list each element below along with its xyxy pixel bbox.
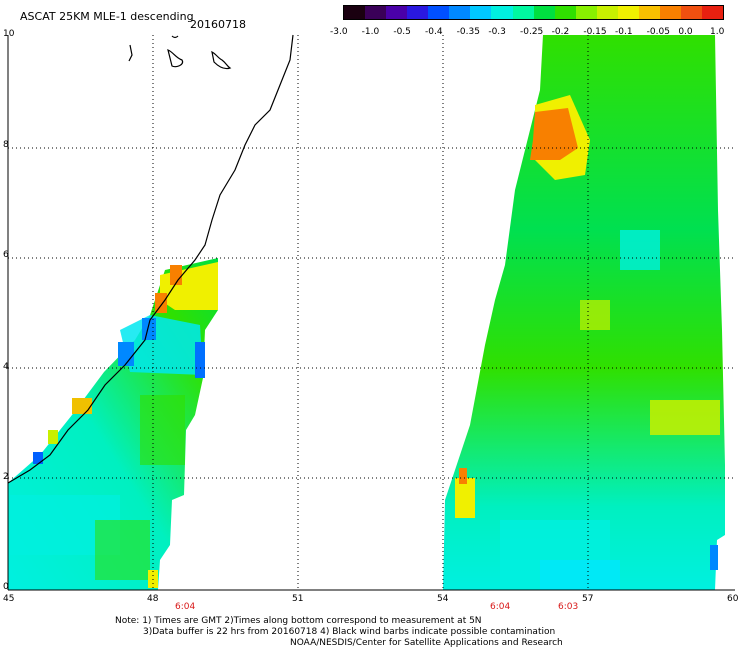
colorbar-swatch [533,6,555,19]
colorbar-swatch [470,6,492,19]
x-tick-51: 51 [292,594,304,604]
colorbar-label: -0.4 [425,27,443,37]
coastline [7,34,294,484]
colorbar-label: -0.5 [393,27,411,37]
colorbar-swatch [617,6,639,19]
note-line-1: Note: 1) Times are GMT 2)Times along bot… [115,616,482,626]
x-tick-57: 57 [582,594,594,604]
colorbar-swatch [596,6,618,19]
west-swath [8,258,218,590]
colorbar [343,5,724,20]
colorbar-swatch [344,6,366,19]
colorbar-swatch [491,6,513,19]
colorbar-swatch [428,6,450,19]
x-tick-60: 60 [727,594,739,604]
colorbar-swatch [659,6,681,19]
map-date: 20160718 [190,18,246,31]
colorbar-label: 1.0 [710,27,725,37]
colorbar-label: -0.1 [615,27,633,37]
colorbar-swatch [365,6,387,19]
x-tick-54: 54 [437,594,449,604]
x-tick-45: 45 [3,594,15,604]
y-tick-6: 6 [3,250,9,260]
colorbar-label: -0.35 [456,27,480,37]
y-tick-4: 4 [3,362,9,372]
colorbar-label: -0.05 [646,27,670,37]
colorbar-swatch [512,6,534,19]
colorbar-swatch [575,6,597,19]
colorbar-swatch [638,6,660,19]
east-swath [443,35,725,590]
y-tick-10: 10 [3,29,15,39]
colorbar-label: 0.0 [678,27,693,37]
y-tick-2: 2 [3,472,9,482]
colorbar-swatch [386,6,408,19]
colorbar-swatch [407,6,429,19]
pass-time-east-2: 6:03 [558,602,579,612]
colorbar-label: -0.25 [520,27,544,37]
colorbar-swatch [702,6,724,19]
note-line-3: NOAA/NESDIS/Center for Satellite Applica… [290,638,563,648]
colorbar-label: -1.0 [361,27,380,37]
note-line-2: 3)Data buffer is 22 hrs from 20160718 4)… [143,627,556,637]
map-title: ASCAT 25KM MLE-1 descending [20,10,194,23]
x-tick-48: 48 [147,594,159,604]
pass-time-west: 6:04 [175,602,196,612]
colorbar-label: -0.3 [488,27,506,37]
colorbar-swatch [449,6,471,19]
colorbar-swatch [681,6,703,19]
colorbar-label: -3.0 [330,27,348,37]
colorbar-labels: -3.0 -1.0 -0.5 -0.4 -0.35 -0.3 -0.25 -0.2 -0.15-… [330,27,735,37]
gridlines [8,35,735,590]
pass-time-east-1: 6:04 [490,602,511,612]
colorbar-swatch [554,6,576,19]
colorbar-label: -0.15 [583,27,607,37]
y-tick-8: 8 [3,140,9,150]
colorbar-label: -0.2 [551,27,570,37]
axes [7,35,735,591]
y-tick-0: 0 [3,582,9,592]
